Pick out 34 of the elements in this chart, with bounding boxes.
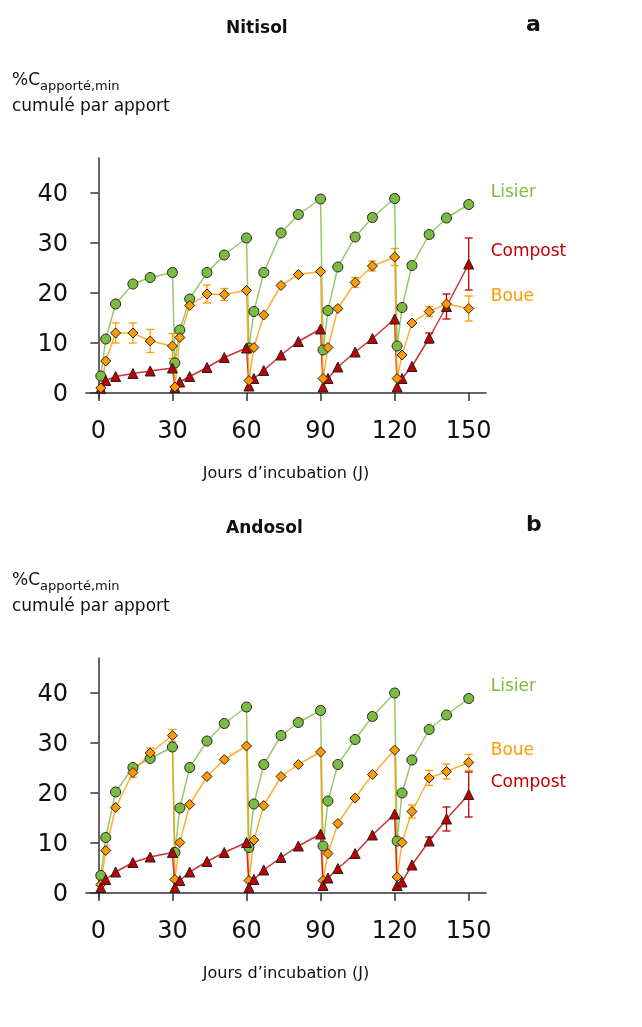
y-tick-label: 20	[37, 279, 68, 307]
x-tick-label: 120	[371, 916, 418, 944]
x-tick-label: 120	[371, 416, 418, 444]
series-label: Compost	[490, 770, 567, 791]
x-tick-label: 60	[231, 916, 262, 944]
y-tick-label: 0	[52, 879, 68, 907]
series-label: Lisier	[490, 674, 536, 695]
x-tick-label: 150	[445, 416, 492, 444]
y-tick-label: 20	[37, 779, 68, 807]
y-tick-label: 40	[37, 679, 68, 707]
x-tick-label: 0	[90, 916, 106, 944]
series-label: Boue	[490, 284, 535, 305]
chart-title: Nitisol	[226, 16, 288, 37]
series-label: Boue	[490, 738, 535, 759]
series-label: Compost	[490, 240, 567, 260]
y-tick-label: 0	[52, 379, 68, 407]
text: a	[526, 10, 541, 36]
y-tick-label: 10	[37, 329, 68, 357]
y-tick-label: 40	[37, 179, 68, 207]
y-tick-label: 30	[37, 229, 68, 257]
x-axis-title: Jours d’incubation (J)	[201, 462, 370, 482]
y-tick-label: 10	[37, 829, 68, 857]
x-tick-label: 90	[305, 916, 336, 944]
x-tick-label: 150	[445, 916, 492, 944]
x-tick-label: 60	[231, 416, 262, 444]
y-tick-label: 30	[37, 729, 68, 757]
x-tick-label: 0	[90, 416, 106, 444]
x-tick-label: 30	[157, 416, 188, 444]
chart-title: Andosol	[226, 516, 303, 537]
x-tick-label: 30	[157, 916, 188, 944]
series-label: Lisier	[490, 180, 536, 201]
text: b	[526, 510, 542, 536]
x-tick-label: 90	[305, 416, 336, 444]
x-axis-title: Jours d’incubation (J)	[201, 962, 370, 982]
